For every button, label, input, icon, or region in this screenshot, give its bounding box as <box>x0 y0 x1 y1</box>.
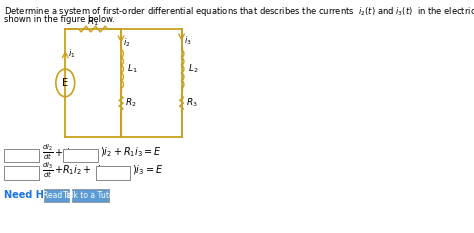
Text: Need Help?: Need Help? <box>4 190 67 200</box>
Bar <box>4 149 39 162</box>
Text: $R_2$: $R_2$ <box>125 97 137 110</box>
Text: $L_1$: $L_1$ <box>127 63 137 75</box>
Bar <box>4 166 39 180</box>
Text: E: E <box>62 78 68 88</box>
Text: $)i_2 + R_1i_3 = E$: $)i_2 + R_1i_3 = E$ <box>100 146 162 159</box>
Text: Read It: Read It <box>43 191 70 200</box>
Text: $\frac{di_2}{dt}$: $\frac{di_2}{dt}$ <box>42 143 53 162</box>
Bar <box>63 149 98 162</box>
Text: $i_1$: $i_1$ <box>68 48 75 60</box>
Bar <box>96 166 130 180</box>
Text: $\frac{di_3}{dt}$: $\frac{di_3}{dt}$ <box>42 161 53 180</box>
Text: $i_3$: $i_3$ <box>183 35 191 47</box>
Text: $)i_3 = E$: $)i_3 = E$ <box>133 164 164 177</box>
Text: $R_1$: $R_1$ <box>87 16 99 28</box>
Text: $+ R_1i_2 +$ (: $+ R_1i_2 +$ ( <box>54 164 101 177</box>
Bar <box>72 189 109 202</box>
Text: $L_2$: $L_2$ <box>188 63 198 75</box>
Text: Talk to a Tutor: Talk to a Tutor <box>63 191 117 200</box>
Text: Determine a system of first-order differential equations that describes the curr: Determine a system of first-order differ… <box>4 5 474 18</box>
Text: $R_3$: $R_3$ <box>186 97 197 110</box>
Text: $i_2$: $i_2$ <box>123 37 130 49</box>
Text: shown in the figure below.: shown in the figure below. <box>4 15 115 24</box>
Text: $+$ (: $+$ ( <box>54 146 70 159</box>
Bar <box>44 189 69 202</box>
